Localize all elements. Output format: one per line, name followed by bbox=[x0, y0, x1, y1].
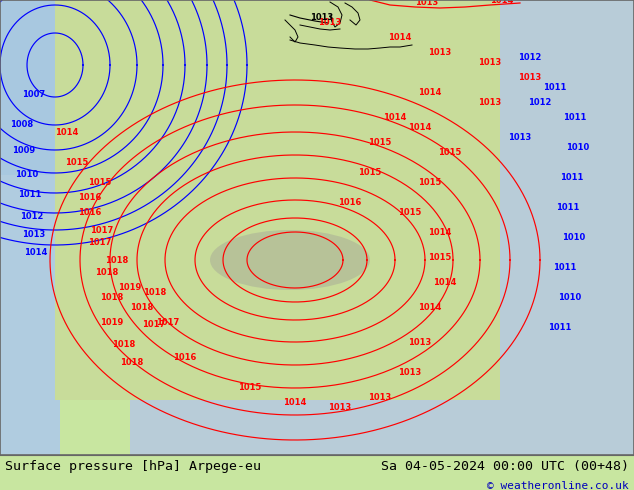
Text: 1017: 1017 bbox=[142, 320, 165, 329]
Text: 1015: 1015 bbox=[418, 178, 442, 187]
Text: 1014: 1014 bbox=[433, 278, 456, 287]
Text: 1018: 1018 bbox=[105, 256, 128, 265]
Text: 1014: 1014 bbox=[490, 0, 514, 5]
Text: 1017: 1017 bbox=[157, 318, 179, 327]
Text: 1017: 1017 bbox=[90, 226, 113, 235]
Text: 1013: 1013 bbox=[508, 133, 532, 142]
Text: 1013: 1013 bbox=[368, 393, 392, 402]
Text: 1013: 1013 bbox=[519, 73, 541, 82]
Text: 1018: 1018 bbox=[95, 268, 119, 277]
Text: 1013: 1013 bbox=[398, 368, 422, 377]
Text: 1014: 1014 bbox=[429, 228, 451, 237]
Bar bbox=[130, 395, 500, 455]
Text: 1017: 1017 bbox=[88, 238, 111, 247]
Text: 1011: 1011 bbox=[543, 83, 567, 92]
Text: 1013: 1013 bbox=[479, 98, 501, 107]
Text: 1011: 1011 bbox=[556, 203, 579, 212]
Text: 1014: 1014 bbox=[384, 113, 406, 122]
Text: 1011: 1011 bbox=[18, 190, 41, 199]
Text: 1014: 1014 bbox=[418, 88, 442, 97]
Text: 1010: 1010 bbox=[562, 233, 586, 242]
Text: 1018: 1018 bbox=[120, 358, 143, 367]
Text: 1008: 1008 bbox=[10, 120, 33, 129]
Text: 1014: 1014 bbox=[388, 33, 411, 42]
Text: 1007: 1007 bbox=[22, 90, 45, 99]
Text: 1014: 1014 bbox=[55, 128, 79, 137]
Text: 1015: 1015 bbox=[358, 168, 382, 177]
Text: 1012: 1012 bbox=[528, 98, 552, 107]
Text: 1011: 1011 bbox=[564, 113, 586, 122]
Text: 1013: 1013 bbox=[415, 0, 438, 7]
Text: 1011: 1011 bbox=[548, 323, 572, 332]
Text: 1019: 1019 bbox=[118, 283, 141, 292]
Text: 1013: 1013 bbox=[429, 48, 451, 57]
Text: 1014: 1014 bbox=[418, 303, 442, 312]
Text: 1011: 1011 bbox=[560, 173, 584, 182]
Text: 1013: 1013 bbox=[408, 338, 432, 347]
Text: 1018: 1018 bbox=[100, 293, 123, 302]
Text: 1014: 1014 bbox=[408, 123, 432, 132]
Text: 1018: 1018 bbox=[112, 340, 135, 349]
Text: 1015: 1015 bbox=[88, 178, 112, 187]
Text: 1016: 1016 bbox=[78, 193, 101, 202]
Text: 1009: 1009 bbox=[12, 146, 35, 155]
Bar bbox=[55, 0, 500, 400]
Text: Surface pressure [hPa] Arpege-eu: Surface pressure [hPa] Arpege-eu bbox=[5, 460, 261, 473]
Text: 1011: 1011 bbox=[553, 263, 577, 272]
Text: 1012: 1012 bbox=[20, 212, 43, 221]
Text: 1018: 1018 bbox=[143, 288, 167, 297]
Text: 1018: 1018 bbox=[130, 303, 153, 312]
Text: 1014: 1014 bbox=[24, 248, 48, 257]
Text: 1015: 1015 bbox=[429, 253, 451, 262]
Text: 1015: 1015 bbox=[438, 148, 462, 157]
Text: 1016: 1016 bbox=[78, 208, 101, 217]
Ellipse shape bbox=[210, 230, 370, 290]
Text: 1014: 1014 bbox=[283, 398, 307, 407]
Text: © weatheronline.co.uk: © weatheronline.co.uk bbox=[487, 481, 629, 490]
Text: 1015: 1015 bbox=[398, 208, 422, 217]
Text: 1013: 1013 bbox=[328, 403, 352, 412]
Text: 1010: 1010 bbox=[559, 293, 581, 302]
Text: 1019: 1019 bbox=[100, 318, 123, 327]
Text: 1013: 1013 bbox=[22, 230, 45, 239]
Text: 1010: 1010 bbox=[566, 143, 590, 152]
Bar bbox=[0, 0, 110, 175]
Text: 1013: 1013 bbox=[310, 13, 333, 22]
Text: 1016: 1016 bbox=[339, 198, 361, 207]
Text: 1013: 1013 bbox=[318, 18, 342, 27]
Text: 1015: 1015 bbox=[65, 158, 88, 167]
Text: 1015: 1015 bbox=[238, 383, 262, 392]
Bar bbox=[0, 175, 60, 455]
Text: 1016: 1016 bbox=[173, 353, 197, 362]
Text: 1010: 1010 bbox=[15, 170, 38, 179]
Text: 1012: 1012 bbox=[519, 53, 541, 62]
Text: 1015: 1015 bbox=[368, 138, 392, 147]
Text: 1013: 1013 bbox=[479, 58, 501, 67]
Text: Sa 04-05-2024 00:00 UTC (00+48): Sa 04-05-2024 00:00 UTC (00+48) bbox=[381, 460, 629, 473]
Bar bbox=[490, 0, 634, 275]
Bar bbox=[490, 275, 634, 455]
